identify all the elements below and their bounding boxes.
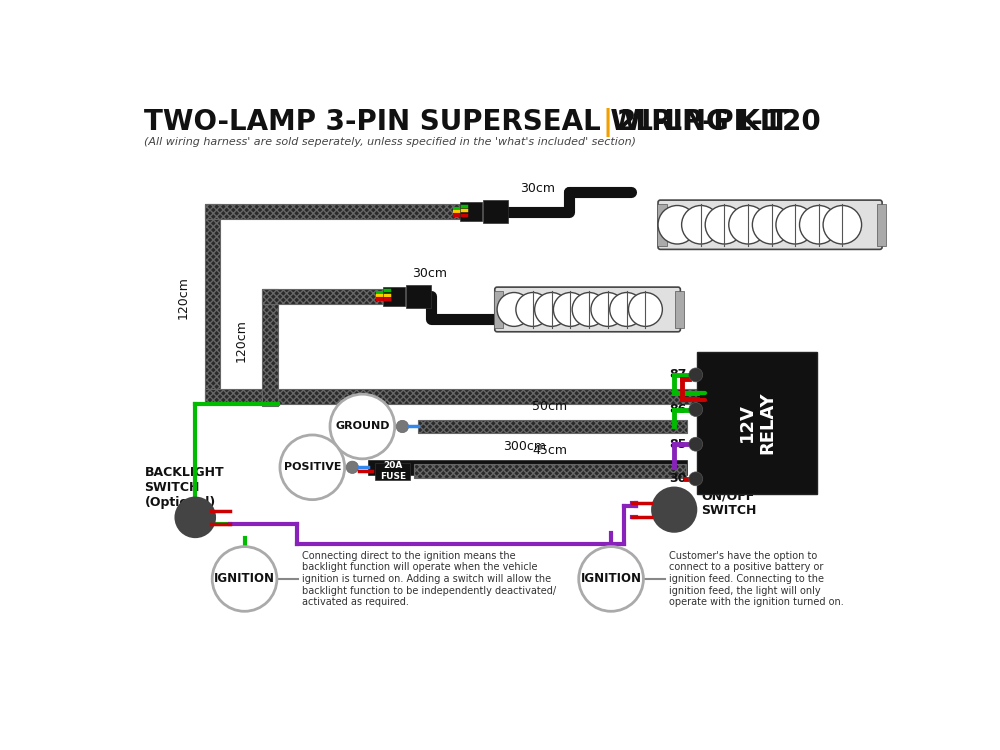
Circle shape <box>497 292 531 326</box>
Text: |: | <box>603 108 613 136</box>
Bar <box>383 287 405 305</box>
Text: 30cm: 30cm <box>412 267 447 280</box>
Circle shape <box>651 487 697 532</box>
Circle shape <box>280 435 345 500</box>
Text: 85: 85 <box>669 438 687 451</box>
Text: 300cm: 300cm <box>503 440 546 453</box>
Bar <box>205 204 220 404</box>
Text: IGNITION: IGNITION <box>581 572 642 586</box>
Text: GROUND: GROUND <box>335 422 390 431</box>
Bar <box>494 291 503 328</box>
Text: 12V
RELAY: 12V RELAY <box>738 392 776 454</box>
Circle shape <box>776 206 814 244</box>
Circle shape <box>823 206 862 244</box>
Circle shape <box>800 206 838 244</box>
Bar <box>675 291 684 328</box>
Circle shape <box>330 394 395 459</box>
Circle shape <box>591 292 625 326</box>
Bar <box>418 419 687 434</box>
Text: BACKLIGHT
SWITCH
(Optional): BACKLIGHT SWITCH (Optional) <box>144 466 224 509</box>
Circle shape <box>628 292 662 326</box>
Circle shape <box>752 206 791 244</box>
Text: ON/OFF
SWITCH: ON/OFF SWITCH <box>701 490 757 518</box>
Text: 20A
FUSE: 20A FUSE <box>380 461 406 481</box>
Text: 87: 87 <box>669 368 687 382</box>
Bar <box>460 202 482 221</box>
Text: 50cm: 50cm <box>532 400 567 412</box>
Circle shape <box>689 403 703 416</box>
FancyBboxPatch shape <box>658 200 882 250</box>
Text: 45cm: 45cm <box>532 444 567 458</box>
Circle shape <box>553 292 587 326</box>
Bar <box>205 388 697 404</box>
Bar <box>368 460 687 475</box>
Text: Customer's have the option to
connect to a positive battery or
ignition feed. Co: Customer's have the option to connect to… <box>669 550 844 608</box>
Text: 30: 30 <box>669 472 687 485</box>
Text: 120cm: 120cm <box>235 319 248 362</box>
Text: 30cm: 30cm <box>520 182 555 196</box>
Circle shape <box>689 368 703 382</box>
Circle shape <box>396 420 409 433</box>
Circle shape <box>346 461 359 473</box>
Text: IGNITION: IGNITION <box>214 572 275 586</box>
Circle shape <box>689 472 703 486</box>
Circle shape <box>689 437 703 452</box>
Bar <box>697 352 817 494</box>
Bar <box>657 204 666 245</box>
Bar <box>414 464 686 478</box>
Bar <box>483 200 508 223</box>
Circle shape <box>729 206 767 244</box>
Text: 2L-LP-PL-120: 2L-LP-PL-120 <box>616 108 821 136</box>
FancyBboxPatch shape <box>495 287 680 332</box>
Circle shape <box>658 206 697 244</box>
Circle shape <box>705 206 744 244</box>
Text: Connecting direct to the ignition means the
backlight function will operate when: Connecting direct to the ignition means … <box>302 550 556 608</box>
Bar <box>375 463 410 479</box>
Text: 120cm: 120cm <box>176 277 189 320</box>
Circle shape <box>610 292 644 326</box>
Circle shape <box>212 547 277 611</box>
Bar <box>406 285 431 308</box>
Circle shape <box>682 206 720 244</box>
Bar <box>877 204 886 245</box>
Text: TWO-LAMP 3-PIN SUPERSEAL WIRING KIT: TWO-LAMP 3-PIN SUPERSEAL WIRING KIT <box>144 108 789 136</box>
Text: (All wiring harness' are sold seperately, unless specified in the 'what's includ: (All wiring harness' are sold seperately… <box>144 136 636 146</box>
Circle shape <box>174 496 216 538</box>
Bar <box>205 204 470 219</box>
Bar <box>262 289 278 406</box>
Circle shape <box>572 292 606 326</box>
Text: POSITIVE: POSITIVE <box>284 462 341 472</box>
Circle shape <box>579 547 643 611</box>
Circle shape <box>516 292 550 326</box>
Text: 86: 86 <box>669 403 687 416</box>
Bar <box>262 289 382 304</box>
Circle shape <box>535 292 569 326</box>
